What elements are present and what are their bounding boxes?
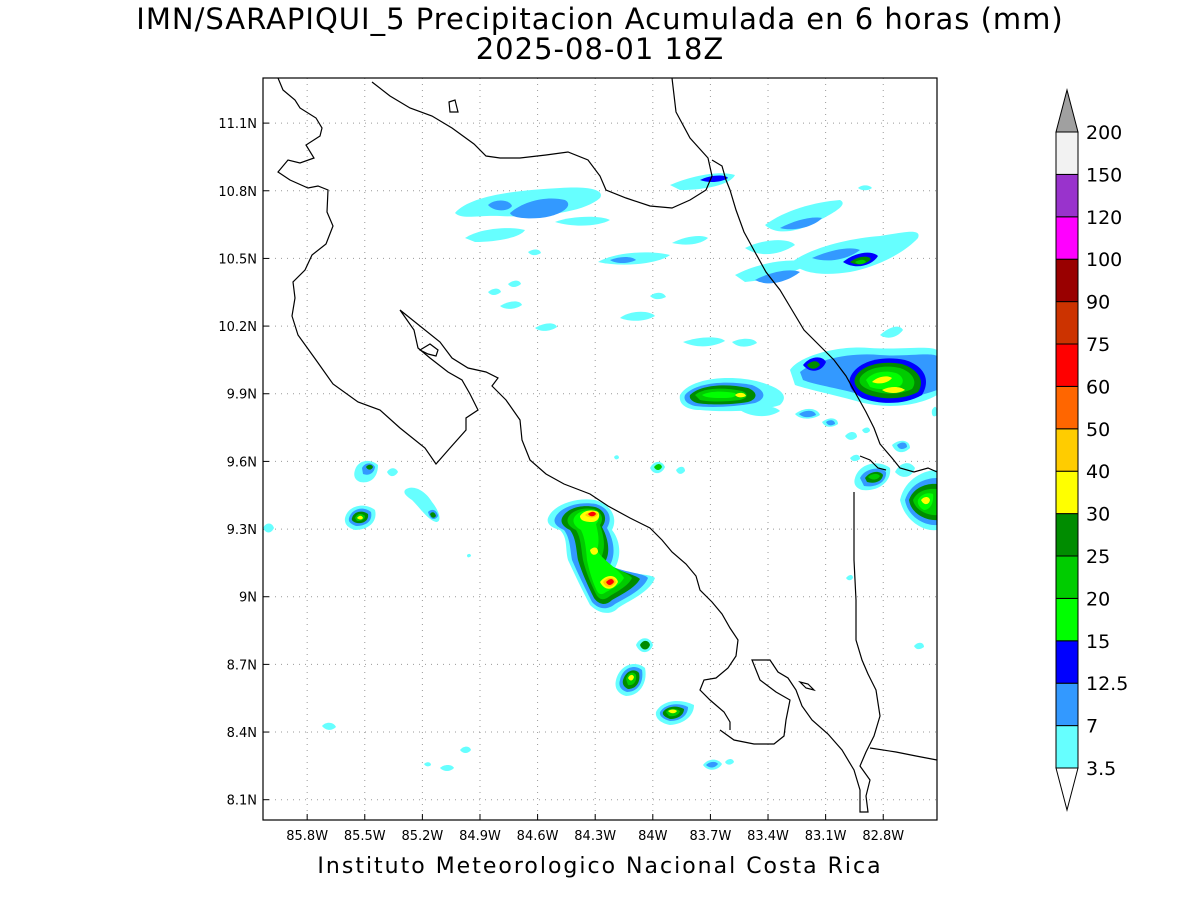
lon-tick-label: 83.4W [747, 829, 789, 844]
precip-cells-nicoya [263, 185, 872, 771]
lon-tick-label: 85.5W [344, 829, 386, 844]
colorbar-swatch [1055, 682, 1079, 727]
lat-tick-label: 10.2N [218, 320, 257, 335]
colorbar-level-label: 100 [1086, 249, 1122, 271]
colorbar-level-label: 40 [1086, 461, 1110, 483]
colorbar-level-label: 60 [1086, 376, 1110, 398]
precip-field [263, 78, 937, 813]
colorbar-swatch [1055, 640, 1079, 684]
colorbar-level-label: 25 [1086, 546, 1110, 568]
colorbar-swatch [1055, 301, 1079, 345]
lat-tick-label: 8.7N [227, 658, 257, 673]
lon-tick-label: 85.2W [401, 829, 443, 844]
colorbar-level-label: 50 [1086, 419, 1110, 441]
lon-tick-label: 84W [638, 829, 668, 844]
lon-tick-label: 82.8W [862, 829, 904, 844]
lon-tick-label: 83.1W [805, 829, 847, 844]
colorbar-level-label: 75 [1086, 334, 1110, 356]
colorbar-level-label: 150 [1086, 164, 1122, 186]
precip-cells-pacific [547, 461, 734, 770]
colorbar-level-label: 3.5 [1086, 758, 1116, 780]
colorbar-swatch [1055, 343, 1079, 387]
colorbar-level-label: 120 [1086, 207, 1122, 229]
colorbar-level-label: 20 [1086, 588, 1110, 610]
coastlines-borders [277, 78, 937, 813]
colorbar-over-arrow [1055, 88, 1079, 133]
lon-tick-label: 84.3W [574, 829, 616, 844]
colorbar-under-arrow [1055, 767, 1079, 812]
colorbar-swatch [1055, 470, 1079, 515]
colorbar-swatch [1055, 725, 1079, 769]
colorbar-level-label: 200 [1086, 122, 1122, 144]
colorbar-level-label: 30 [1086, 504, 1110, 526]
colorbar-swatch [1055, 513, 1079, 557]
precip-band-north [455, 173, 735, 331]
footer-credit: Instituto Meteorologico Nacional Costa R… [317, 854, 883, 879]
lon-tick-label: 85.8W [286, 829, 328, 844]
map-frame [262, 77, 938, 821]
lat-tick-label: 9.6N [227, 455, 257, 470]
map-title: IMN/SARAPIQUI_5 Precipitacion Acumulada … [136, 2, 1064, 36]
map-datetime: 2025-08-01 18Z [475, 32, 725, 66]
colorbar-swatch [1055, 131, 1079, 175]
lat-tick-label: 9.9N [227, 388, 257, 403]
colorbar-swatch [1055, 428, 1079, 472]
precip-band-northeast [683, 200, 919, 347]
lat-tick-label: 8.1N [227, 794, 257, 809]
colorbar-level-label: 15 [1086, 631, 1110, 653]
colorbar-swatch [1055, 597, 1079, 642]
lat-tick-label: 8.4N [227, 726, 257, 741]
lon-tick-label: 84.9W [459, 829, 501, 844]
lat-tick-label: 10.5N [218, 252, 257, 267]
precip-band-central [679, 347, 937, 462]
colorbar-level-label: 12.5 [1086, 673, 1128, 695]
colorbar-legend: 3.5 7 12.5 15 20 25 30 40 50 60 75 90 100 120 150 200 [1055, 88, 1128, 812]
colorbar-swatch [1055, 258, 1079, 303]
colorbar-swatch [1055, 173, 1079, 218]
lat-tick-label: 9N [239, 591, 257, 606]
lon-tick-label: 84.6W [517, 829, 559, 844]
lat-tick-label: 9.3N [227, 523, 257, 538]
colorbar-swatch [1055, 555, 1079, 599]
precip-cells-southeast [846, 463, 937, 650]
colorbar-level-label: 7 [1086, 716, 1098, 738]
lat-tick-label: 10.8N [218, 185, 257, 200]
lat-tick-label: 11.1N [218, 117, 257, 132]
colorbar-level-label: 90 [1086, 292, 1110, 314]
lon-tick-label: 83.7W [690, 829, 732, 844]
colorbar-swatch [1055, 385, 1079, 430]
colorbar-swatch [1055, 216, 1079, 260]
